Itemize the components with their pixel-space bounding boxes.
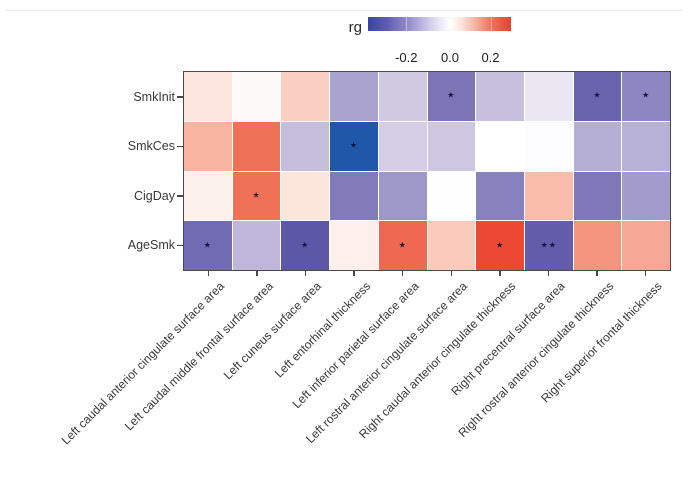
significance-star: ★ (495, 240, 505, 250)
heatmap-cell (427, 221, 476, 270)
heatmap-cell (232, 72, 281, 121)
heatmap-cell (622, 171, 670, 221)
x-axis-tick (401, 270, 404, 276)
heatmap-cell: ★ (476, 221, 524, 270)
colorbar-tick (490, 17, 492, 31)
heatmap-cell (330, 221, 378, 270)
x-axis-tick (644, 270, 647, 276)
heatmap-cell (378, 171, 427, 221)
colorbar-tick (406, 17, 408, 31)
heatmap-cell: ★★ (524, 221, 573, 270)
colorbar-gradient: -0.2 0.0 0.2 (368, 17, 511, 65)
row-label: AgeSmk (127, 238, 175, 253)
heatmap-cell: ★ (622, 72, 670, 121)
heatmap-cell (476, 72, 524, 121)
heatmap-cell (281, 121, 330, 171)
heatmap-cell: ★ (378, 221, 427, 270)
x-axis-tick (450, 270, 453, 276)
significance-star: ★ (301, 240, 310, 250)
y-axis-tick (177, 195, 183, 197)
heatmap-cell (330, 72, 378, 121)
x-axis-tick (207, 270, 210, 276)
y-axis-tick (177, 145, 183, 147)
heatmap-cell: ★ (184, 221, 232, 270)
column-label: Left cuneus surface area (221, 279, 325, 383)
significance-star: ★ (203, 240, 212, 250)
heatmap-cell (184, 171, 232, 221)
heatmap-cell (573, 221, 622, 270)
heatmap-cell (524, 121, 573, 171)
heatmap-cell (427, 121, 476, 171)
heatmap-cell (476, 121, 524, 171)
heatmap-cell (573, 121, 622, 171)
heatmap-cell: ★ (427, 72, 476, 121)
heatmap-cell (232, 121, 281, 171)
row-label: SmkCes (127, 139, 175, 154)
significance-star: ★ (349, 140, 359, 150)
heatmap-cell (378, 121, 427, 171)
heatmap-cell: ★ (232, 171, 281, 221)
heatmap-cell (524, 72, 573, 121)
x-axis-tick (547, 270, 550, 276)
heatmap-cell (184, 72, 232, 121)
y-axis-tick (177, 244, 183, 246)
heatmap-cell (524, 171, 573, 221)
column-label: Left caudal anterior cingulate surface a… (58, 279, 228, 448)
colorbar-tick-label: -0.2 (395, 50, 418, 65)
x-axis-tick (256, 270, 258, 276)
x-axis-tick (596, 270, 598, 276)
heatmap-grid: ★ ★ ★ ★ ★ ★ ★ ★ ★ ★★ (184, 72, 670, 270)
heatmap-cell (281, 171, 330, 221)
significance-star: ★ (252, 190, 261, 200)
colorbar-tick (449, 17, 451, 31)
significance-star: ★ (447, 91, 456, 101)
heatmap-cell (184, 121, 232, 171)
heatmap-cell (330, 171, 378, 221)
row-label: SmkInit (133, 89, 175, 104)
heatmap-cell (232, 221, 281, 270)
colorbar-title: rg (348, 19, 362, 36)
heatmap-cell (281, 72, 330, 121)
row-label: CigDay (134, 188, 175, 203)
y-axis-tick (177, 96, 183, 98)
heatmap-cell: ★ (330, 121, 378, 171)
heatmap-cell: ★ (281, 221, 330, 270)
heatmap-cell (622, 121, 670, 171)
significance-star: ★ (593, 91, 602, 101)
heatmap-cell (622, 221, 670, 270)
heatmap-cell (573, 171, 622, 221)
heatmap-cell: ★ (573, 72, 622, 121)
colorbar-tick-label: 0.0 (440, 50, 460, 65)
significance-star: ★★ (540, 240, 557, 250)
x-axis-tick (353, 270, 355, 276)
significance-star: ★ (642, 91, 651, 101)
heatmap-plot: ★ ★ ★ ★ ★ ★ ★ ★ ★ ★★ (183, 71, 671, 271)
x-axis-tick (304, 270, 307, 276)
top-rule (6, 10, 682, 11)
heatmap-cell (427, 171, 476, 221)
colorbar-tick-label: 0.2 (481, 50, 500, 65)
heatmap-cell (378, 72, 427, 121)
significance-star: ★ (398, 240, 407, 250)
heatmap-cell (476, 171, 524, 221)
x-axis-tick (499, 270, 501, 276)
column-label: Left entorhinal thickness (271, 279, 374, 381)
